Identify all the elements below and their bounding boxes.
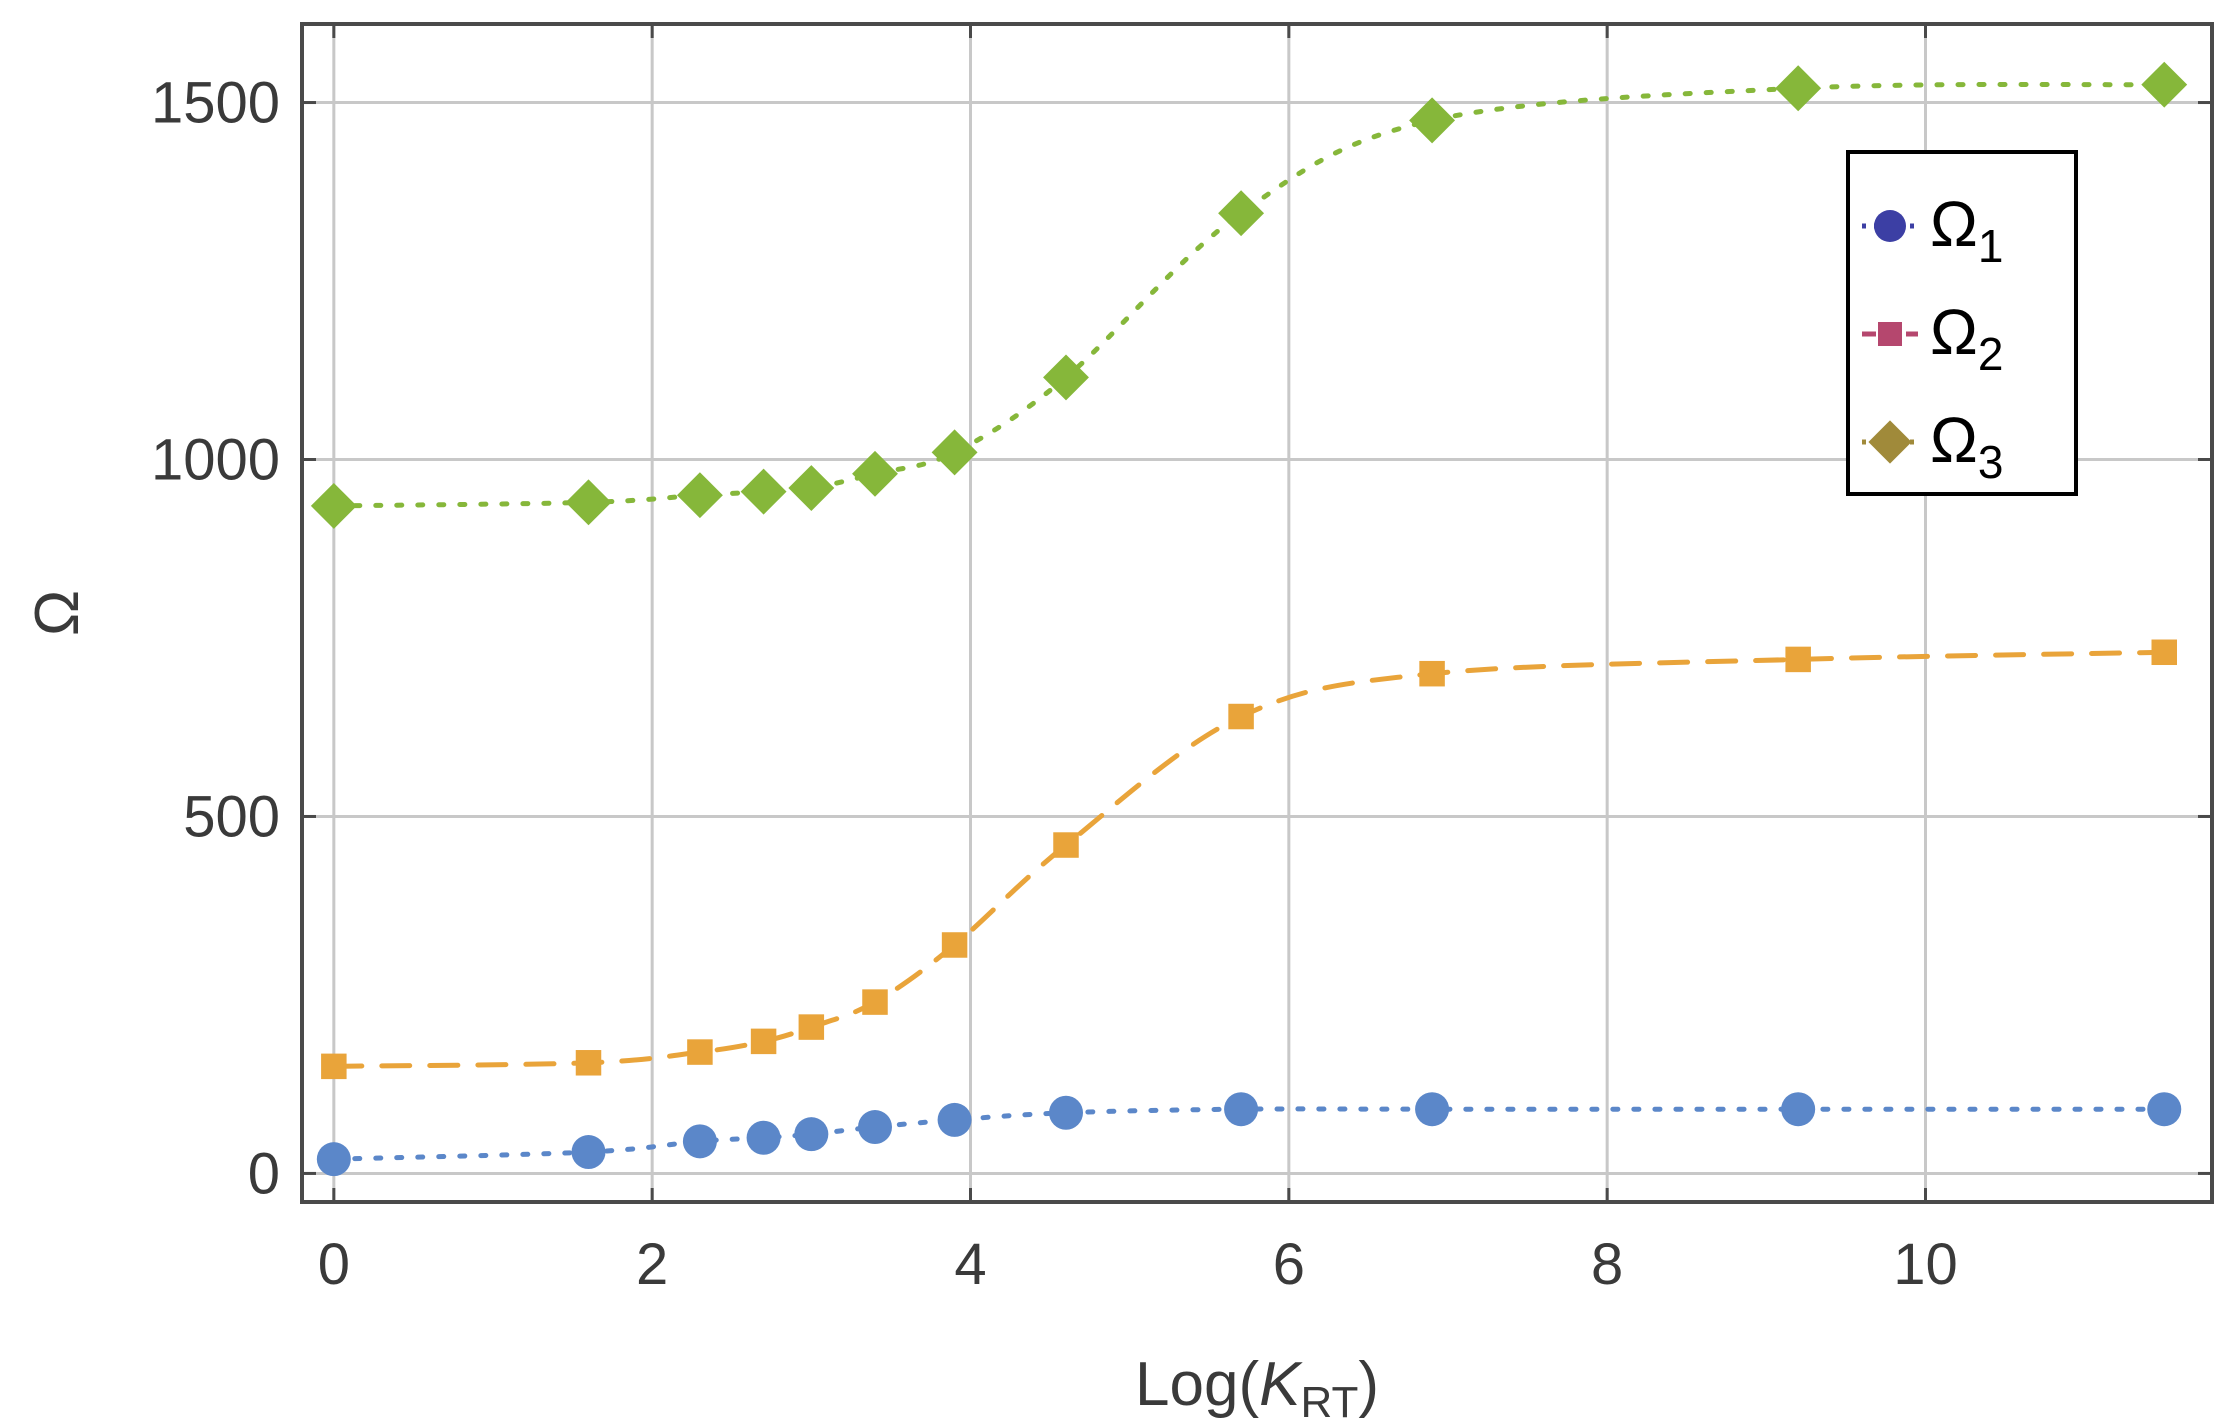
series-1-point-9 bbox=[1415, 1092, 1450, 1127]
series-1-point-4 bbox=[794, 1117, 829, 1152]
series-1-point-11 bbox=[2147, 1092, 2182, 1127]
series-2-point-6 bbox=[941, 932, 968, 958]
legend-label-name: Ω bbox=[1930, 296, 1978, 368]
series-3-point-4 bbox=[788, 465, 835, 512]
x-tick-label: 0 bbox=[318, 1232, 350, 1297]
y-tick-label: 1000 bbox=[151, 428, 280, 493]
x-tick-label: 4 bbox=[954, 1232, 986, 1297]
y-axis-label: Ω bbox=[23, 590, 92, 636]
series-3-point-6 bbox=[931, 429, 978, 476]
series-3-point-10 bbox=[1775, 65, 1822, 112]
series-1-point-7 bbox=[1049, 1095, 1083, 1130]
series-1-point-5 bbox=[858, 1110, 892, 1145]
series-1-point-6 bbox=[937, 1102, 972, 1137]
series-3-point-0 bbox=[310, 482, 357, 529]
series-2-point-2 bbox=[687, 1039, 713, 1065]
series-2-point-4 bbox=[798, 1014, 825, 1040]
series-2-point-0 bbox=[321, 1053, 347, 1080]
legend-label-subscript: 2 bbox=[1978, 328, 2004, 380]
x-axis-label-main: Log( bbox=[1135, 1350, 1259, 1419]
series-1-line bbox=[331, 1106, 2167, 1162]
series-3-point-2 bbox=[676, 472, 723, 519]
series-2-point-10 bbox=[1785, 646, 1811, 673]
series-2-point-11 bbox=[2151, 639, 2177, 666]
x-tick-label: 10 bbox=[1893, 1232, 1958, 1297]
series-3-point-8 bbox=[1218, 190, 1265, 237]
x-tick-label: 2 bbox=[636, 1232, 668, 1297]
series-2-point-5 bbox=[862, 989, 888, 1015]
legend-label-subscript: 1 bbox=[1978, 220, 2004, 272]
series-1-point-0 bbox=[316, 1142, 351, 1177]
legend-label-subscript: 3 bbox=[1978, 436, 2004, 488]
y-tick-label: 1500 bbox=[151, 71, 280, 136]
series-3 bbox=[310, 61, 2188, 529]
series-2-point-9 bbox=[1419, 660, 1445, 687]
legend-label-name: Ω bbox=[1930, 404, 1978, 476]
legend-marker-2 bbox=[1878, 322, 1902, 346]
legend-label-3: Ω3 bbox=[1930, 404, 2003, 488]
series-1-point-10 bbox=[1781, 1092, 1816, 1127]
series-3-point-1 bbox=[565, 479, 612, 526]
series-2-point-1 bbox=[575, 1050, 602, 1076]
x-axis-label-close: ) bbox=[1358, 1350, 1379, 1419]
series-3-point-9 bbox=[1409, 97, 1456, 144]
series-1 bbox=[316, 1092, 2182, 1177]
x-axis-label-sub: RT bbox=[1300, 1378, 1358, 1427]
series-2 bbox=[321, 639, 2177, 1080]
legend-label-1: Ω1 bbox=[1930, 188, 2003, 272]
series-3-point-3 bbox=[740, 468, 787, 515]
series-1-point-8 bbox=[1224, 1092, 1259, 1127]
series-1-point-2 bbox=[682, 1124, 717, 1159]
series-2-line bbox=[331, 649, 2167, 1069]
series-2-point-8 bbox=[1228, 703, 1254, 730]
series-3-point-7 bbox=[1043, 354, 1089, 401]
series-3-point-11 bbox=[2141, 61, 2188, 108]
axis-ticks: 0 2 4 6 8 10 0 500 1000 1500 bbox=[151, 24, 2212, 1297]
plot-frame bbox=[300, 22, 2214, 1204]
x-tick-label: 8 bbox=[1591, 1232, 1623, 1297]
x-tick-label: 6 bbox=[1273, 1232, 1305, 1297]
x-axis-label: Log(KRT) bbox=[1135, 1350, 1379, 1427]
series-3-line bbox=[331, 81, 2167, 509]
series-1-point-1 bbox=[571, 1135, 606, 1170]
series-2-point-7 bbox=[1053, 832, 1079, 858]
series-3-point-5 bbox=[852, 450, 898, 497]
y-tick-label: 500 bbox=[183, 784, 280, 849]
x-axis-label-italic: K bbox=[1259, 1350, 1303, 1419]
y-tick-label: 0 bbox=[248, 1141, 280, 1206]
series-2-point-3 bbox=[750, 1028, 777, 1055]
legend-marker-3 bbox=[1868, 420, 1912, 464]
series-layer bbox=[310, 61, 2188, 1177]
legend-label-name: Ω bbox=[1930, 188, 1978, 260]
legend-label-2: Ω2 bbox=[1930, 296, 2003, 380]
series-1-point-3 bbox=[746, 1120, 781, 1155]
legend-marker-1 bbox=[1874, 210, 1906, 242]
